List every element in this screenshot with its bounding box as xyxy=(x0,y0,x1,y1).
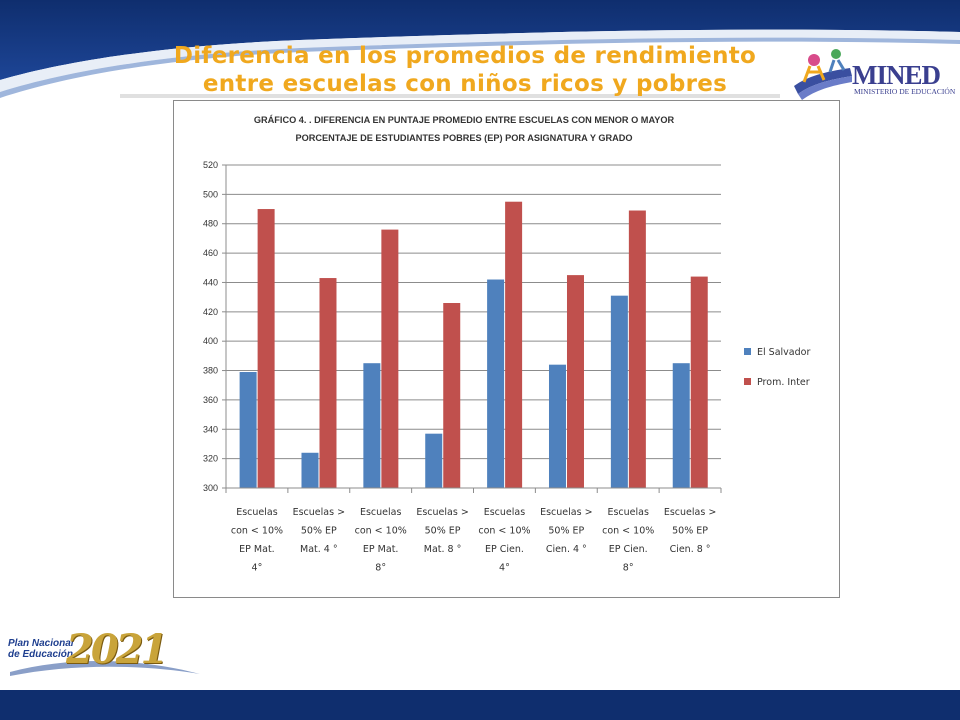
x-category-label: Escuelas xyxy=(484,507,526,518)
bar-1 xyxy=(628,210,646,488)
bar-0 xyxy=(548,364,566,488)
x-category-label: 8° xyxy=(375,563,386,574)
x-category-label: 4° xyxy=(499,563,510,574)
bar-0 xyxy=(672,363,690,488)
y-tick-label: 460 xyxy=(203,248,218,258)
plan-swoosh-icon xyxy=(10,660,200,676)
legend-swatch xyxy=(744,348,751,355)
chart-title-line-1: GRÁFICO 4. . DIFERENCIA EN PUNTAJE PROME… xyxy=(253,115,675,125)
slide-title-line-2: entre escuelas con niños ricos y pobres xyxy=(202,71,728,97)
x-category-label: Escuelas xyxy=(607,507,649,518)
y-tick-label: 500 xyxy=(203,189,218,199)
bar-0 xyxy=(301,452,319,488)
bar-1 xyxy=(505,201,523,489)
x-category-label: 50% EP xyxy=(672,526,708,537)
x-category-label: con < 10% xyxy=(355,526,407,537)
bar-0 xyxy=(610,295,628,488)
y-tick-label: 440 xyxy=(203,277,218,287)
y-tick-label: 340 xyxy=(203,424,218,434)
y-tick-label: 380 xyxy=(203,366,218,376)
y-tick-label: 520 xyxy=(203,160,218,170)
x-category-label: 4° xyxy=(252,563,263,574)
x-category-label: Escuelas xyxy=(236,507,278,518)
y-tick-label: 400 xyxy=(203,336,218,346)
x-category-label: EP Mat. xyxy=(363,544,399,555)
y-tick-label: 300 xyxy=(203,483,218,493)
y-tick-label: 360 xyxy=(203,395,218,405)
x-category-label: Cien. 8 ° xyxy=(670,544,711,555)
plan-line-1: Plan Nacional xyxy=(8,638,74,649)
x-category-label: Mat. 4 ° xyxy=(300,544,338,555)
x-category-label: EP Mat. xyxy=(239,544,275,555)
x-category-label: Cien. 4 ° xyxy=(546,544,587,555)
header-band xyxy=(0,0,960,80)
y-tick-label: 320 xyxy=(203,454,218,464)
x-category-label: con < 10% xyxy=(602,526,654,537)
slide-title: Diferencia en los promedios de rendimien… xyxy=(120,42,810,98)
legend-label: Prom. Inter xyxy=(757,377,810,388)
bar-1 xyxy=(443,303,461,488)
legend-label: El Salvador xyxy=(757,347,810,358)
bar-0 xyxy=(239,372,257,488)
plan-line-2: de Educación xyxy=(8,649,74,660)
legend-swatch xyxy=(744,378,751,385)
footer-band xyxy=(0,690,960,720)
x-category-label: Escuelas > xyxy=(664,507,716,518)
bar-1 xyxy=(381,229,399,488)
mined-logo: MINED MINISTERIO DE EDUCACIÓN xyxy=(790,42,955,112)
x-category-label: Mat. 8 ° xyxy=(424,544,462,555)
chart-title: GRÁFICO 4. . DIFERENCIA EN PUNTAJE PROME… xyxy=(174,111,754,147)
mined-logo-name: MINED xyxy=(852,60,941,90)
chart-title-line-2: PORCENTAJE DE ESTUDIANTES POBRES (EP) PO… xyxy=(295,133,633,143)
plan-year: 2021 xyxy=(66,626,168,673)
mined-logo-subtitle: MINISTERIO DE EDUCACIÓN xyxy=(854,87,956,96)
plan-nacional-text: Plan Nacional de Educación xyxy=(8,638,74,660)
bar-chart: 300 320 340 360 380 400 420 440 460 480 500 520 Escu… xyxy=(203,160,810,574)
bar-1 xyxy=(566,275,584,488)
bar-0 xyxy=(487,279,505,488)
bar-0 xyxy=(425,433,443,488)
x-category-label: con < 10% xyxy=(478,526,530,537)
y-tick-label: 480 xyxy=(203,219,218,229)
bar-1 xyxy=(319,278,337,488)
x-category-label: 50% EP xyxy=(425,526,461,537)
x-category-label: EP Cien. xyxy=(609,544,648,555)
slide-title-line-1: Diferencia en los promedios de rendimien… xyxy=(173,43,757,69)
x-category-label: Escuelas > xyxy=(416,507,468,518)
x-category-label: 50% EP xyxy=(301,526,337,537)
mined-emblem-icon xyxy=(794,49,852,100)
bar-1 xyxy=(257,209,275,488)
x-category-label: Escuelas > xyxy=(540,507,592,518)
x-category-label: 50% EP xyxy=(548,526,584,537)
bar-0 xyxy=(363,363,381,488)
x-category-label: con < 10% xyxy=(231,526,283,537)
x-category-label: Escuelas > xyxy=(293,507,345,518)
plan-nacional-logo: Plan Nacional de Educación 2021 xyxy=(0,620,240,690)
x-category-label: Escuelas xyxy=(360,507,402,518)
bar-1 xyxy=(690,276,708,488)
x-category-label: 8° xyxy=(623,563,634,574)
x-category-label: EP Cien. xyxy=(485,544,524,555)
chart-container: GRÁFICO 4. . DIFERENCIA EN PUNTAJE PROME… xyxy=(173,100,840,598)
y-tick-label: 420 xyxy=(203,307,218,317)
